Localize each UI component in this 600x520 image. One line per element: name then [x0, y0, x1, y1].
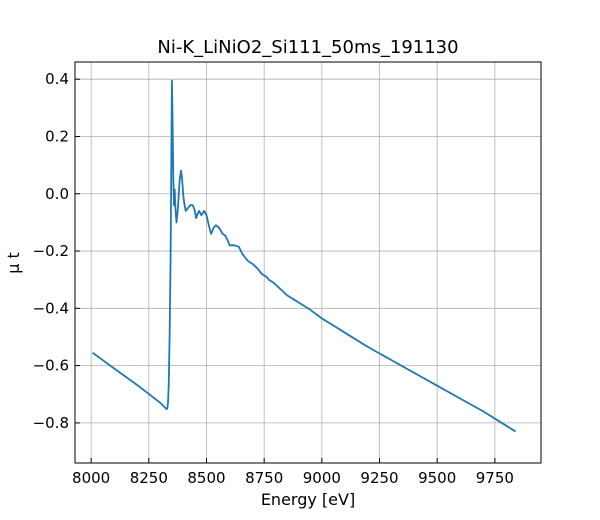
y-tick-label: −0.8 — [33, 414, 69, 432]
x-axis-label: Energy [eV] — [261, 490, 355, 509]
x-tick-label: 8750 — [245, 469, 283, 487]
line-layer — [91, 79, 517, 433]
y-tick-label: −0.6 — [33, 357, 69, 375]
x-tick-label: 9750 — [476, 469, 514, 487]
y-tick-label: 0.0 — [45, 185, 69, 203]
x-tick-label: 9500 — [418, 469, 456, 487]
y-tick-label: 0.2 — [45, 127, 69, 145]
y-axis-label: μ t — [4, 252, 23, 274]
x-tick-label: 8000 — [72, 469, 110, 487]
x-tick-label: 9000 — [303, 469, 341, 487]
y-tick-label: 0.4 — [45, 70, 69, 88]
x-tick-label: 8500 — [187, 469, 225, 487]
x-tick-label: 9250 — [360, 469, 398, 487]
x-tick-label: 8250 — [130, 469, 168, 487]
plot-frame — [74, 61, 542, 464]
y-tick-label: −0.2 — [33, 242, 69, 260]
series-line-0 — [91, 79, 517, 433]
y-tick-label: −0.4 — [33, 299, 69, 317]
chart-title: Ni-K_LiNiO2_Si111_50ms_191130 — [157, 37, 458, 58]
ticks: 8000 8250 8500 8750 9000 9250 9500 9750 0.4 0.2 0.… — [33, 70, 514, 487]
